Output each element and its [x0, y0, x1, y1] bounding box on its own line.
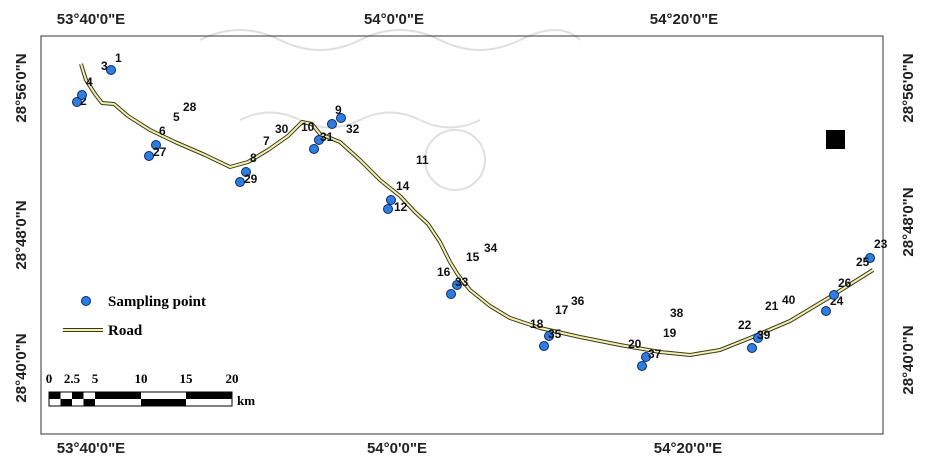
point-label-28: 28: [183, 100, 197, 114]
left-lat-label-3: 28°40'0"N: [13, 333, 30, 402]
sampling-point-26: [829, 290, 839, 300]
point-label-27: 27: [153, 145, 167, 159]
point-label-31: 31: [320, 130, 334, 144]
sampling-point-2: [72, 97, 82, 107]
point-label-40: 40: [782, 293, 796, 307]
sampling-point-18: [544, 331, 554, 341]
legend: Sampling point Road: [63, 294, 206, 339]
right-lat-label-1: 28°56'0"N: [900, 53, 917, 122]
left-lat-label-1: 28°56'0"N: [13, 53, 30, 122]
sampling-point-33: [452, 280, 462, 290]
scale-bar: 0 2.5 5 10 15 20 km: [46, 371, 255, 408]
sampling-point-10: [309, 144, 319, 154]
point-label-16: 16: [437, 265, 451, 279]
black-square-marker: [826, 130, 845, 149]
sampling-point-9: [336, 113, 346, 123]
sampling-point-32: [327, 119, 337, 129]
point-label-2: 2: [80, 94, 87, 108]
point-label-33: 33: [455, 275, 469, 289]
point-label-4: 4: [86, 75, 93, 89]
sampling-points: 1234567891011121415161718192021222324252…: [72, 51, 888, 371]
sampling-point-27: [144, 151, 154, 161]
top-lon-label-3: 54°20'0"E: [650, 11, 718, 28]
scale-tick-2-5: 2.5: [64, 371, 81, 386]
bottom-lon-label-2: 54°0'0"E: [367, 440, 427, 457]
point-label-17: 17: [555, 303, 569, 317]
scale-tick-5: 5: [92, 371, 99, 386]
sampling-point-31: [314, 135, 324, 145]
road: [79, 63, 875, 357]
point-label-5: 5: [173, 110, 180, 124]
sampling-point-8: [241, 167, 251, 177]
point-label-34: 34: [484, 241, 498, 255]
sampling-point-35: [539, 341, 549, 351]
point-label-12: 12: [394, 200, 408, 214]
point-label-39: 39: [757, 328, 771, 342]
sampling-point-25: [865, 253, 875, 263]
point-label-32: 32: [346, 122, 360, 136]
point-label-35: 35: [548, 327, 562, 341]
sampling-point-39: [753, 333, 763, 343]
point-label-20: 20: [628, 337, 642, 351]
point-label-18: 18: [530, 317, 544, 331]
point-label-36: 36: [571, 294, 585, 308]
watermark: [199, 29, 581, 191]
point-label-15: 15: [466, 250, 480, 264]
point-label-26: 26: [838, 276, 852, 290]
scale-unit: km: [237, 393, 255, 408]
bottom-lon-label-3: 54°20'0"E: [654, 440, 722, 457]
sampling-point-3: [106, 65, 116, 75]
bottom-lon-label-1: 53°40'0"E: [57, 440, 125, 457]
point-label-10: 10: [301, 120, 315, 134]
point-label-3: 3: [101, 59, 108, 73]
sampling-point-6: [151, 140, 161, 150]
point-label-14: 14: [396, 179, 410, 193]
sampling-point-12: [383, 204, 393, 214]
top-lon-label-2: 54°0'0"E: [364, 11, 424, 28]
scale-tick-20: 20: [226, 371, 239, 386]
road-line-inner: [80, 63, 874, 356]
point-label-37: 37: [648, 347, 662, 361]
scale-tick-0: 0: [46, 371, 53, 386]
point-label-38: 38: [670, 306, 684, 320]
legend-road-label: Road: [108, 323, 143, 339]
right-lat-label-2: 28°48'0"N: [900, 187, 917, 256]
point-label-19: 19: [663, 326, 677, 340]
map-frame: [40, 35, 884, 435]
point-label-1: 1: [115, 51, 122, 65]
scale-bar-blocks: [48, 391, 233, 407]
sampling-point-22: [747, 343, 757, 353]
left-lat-label-2: 28°48'0"N: [13, 200, 30, 269]
sampling-point-4: [77, 90, 87, 100]
legend-point-symbol: [81, 296, 91, 306]
point-label-25: 25: [856, 255, 870, 269]
point-label-29: 29: [244, 172, 258, 186]
point-label-23: 23: [874, 237, 888, 251]
sampling-point-14: [386, 195, 396, 205]
scale-tick-10: 10: [135, 371, 148, 386]
sampling-point-16: [446, 289, 456, 299]
right-lat-label-3: 28°40'0"N: [900, 325, 917, 394]
top-lon-label-1: 53°40'0"E: [57, 11, 125, 28]
sampling-point-29: [235, 177, 245, 187]
point-label-30: 30: [275, 122, 289, 136]
point-label-9: 9: [335, 103, 342, 117]
sampling-point-24: [821, 306, 831, 316]
point-label-11: 11: [416, 153, 429, 167]
sampling-point-20: [637, 361, 647, 371]
point-label-6: 6: [159, 124, 166, 138]
legend-sampling-label: Sampling point: [108, 294, 206, 310]
point-label-22: 22: [738, 318, 752, 332]
point-label-8: 8: [250, 151, 257, 165]
point-label-21: 21: [765, 299, 779, 313]
sampling-point-37: [641, 352, 651, 362]
scale-tick-15: 15: [180, 371, 194, 386]
point-label-7: 7: [263, 134, 270, 148]
